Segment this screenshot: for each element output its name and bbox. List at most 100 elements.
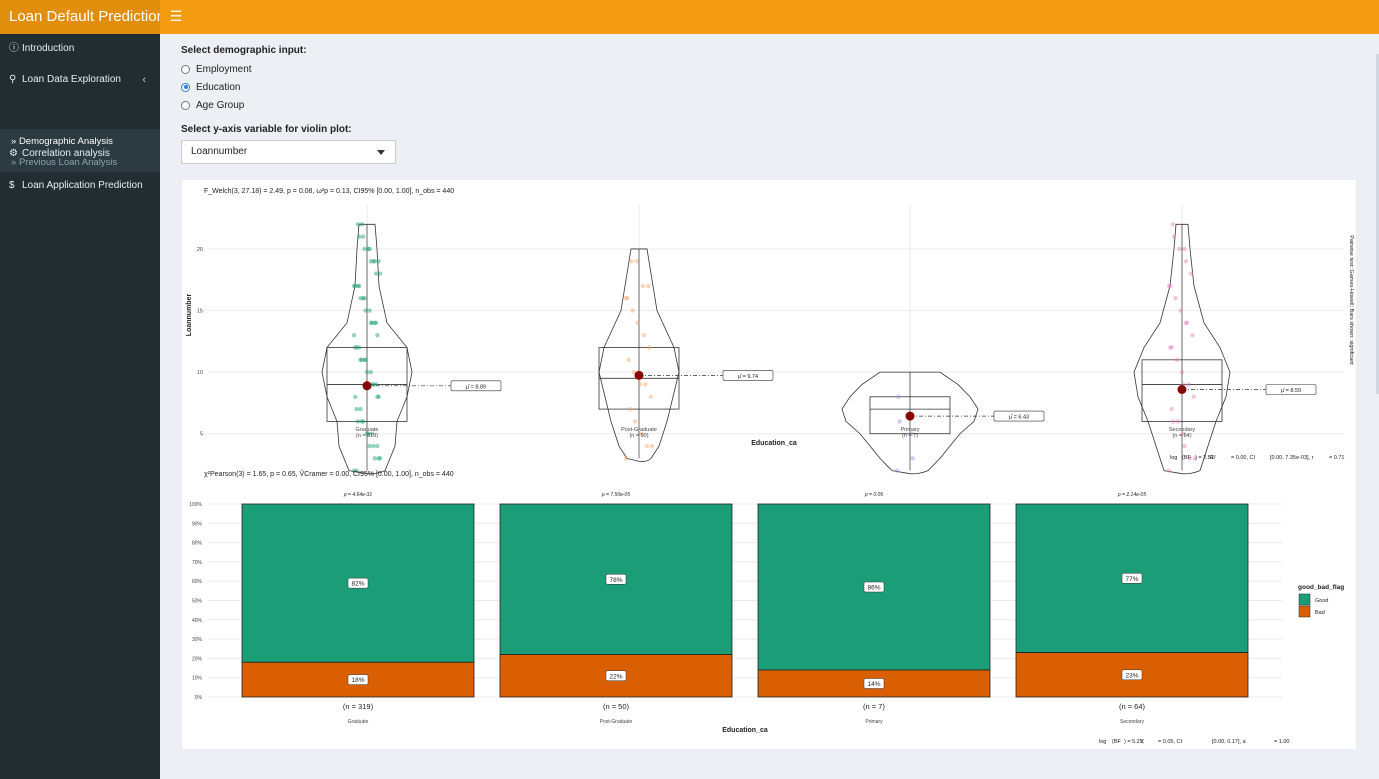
data-point	[649, 443, 655, 449]
bar-label-bad: 14%	[867, 681, 880, 688]
bar-label-box	[863, 581, 885, 593]
main-content: Select demographic input: Employment Edu…	[160, 34, 1379, 779]
radio-employment[interactable]: Employment	[181, 61, 252, 77]
data-point	[377, 271, 383, 276]
data-point	[623, 456, 629, 461]
violin-shape	[321, 223, 413, 475]
data-point	[625, 296, 630, 301]
data-point	[366, 246, 371, 252]
search-icon: ⚲	[9, 74, 17, 85]
data-point	[354, 468, 359, 473]
mean-label: μ̂ = 6.43	[1009, 415, 1029, 421]
violin-caption: = 0.00, CI	[1231, 455, 1255, 461]
data-point	[648, 394, 653, 399]
bar-p-label: p = 0.06	[864, 492, 883, 498]
data-point	[351, 468, 357, 473]
legend-label: Good	[1315, 598, 1328, 604]
sidebar-item-label: Loan Application Prediction	[22, 180, 143, 191]
data-point	[894, 468, 900, 473]
select-value: Loannumber	[191, 146, 248, 157]
x-axis-label: Education_ca	[751, 440, 797, 447]
radio-education[interactable]: Education	[181, 79, 240, 95]
y-tick-label: 60%	[192, 579, 203, 585]
violin-caption: ) = 2.51,	[1195, 455, 1216, 461]
box-iqr	[869, 396, 951, 435]
radio-button[interactable]	[181, 100, 190, 110]
x-tick-label: Graduate	[348, 719, 369, 725]
data-point	[376, 456, 381, 461]
data-point	[354, 345, 359, 350]
data-point	[375, 443, 380, 449]
data-point	[355, 283, 361, 289]
data-point	[353, 283, 358, 289]
data-point	[1169, 345, 1174, 350]
data-point	[362, 296, 367, 301]
data-point	[355, 222, 361, 227]
data-point	[370, 431, 375, 436]
bar-label-box	[347, 674, 369, 685]
bar-label-box	[1121, 573, 1143, 584]
data-point	[363, 357, 368, 363]
x-tick-label: Post-Graduate	[621, 427, 657, 433]
data-point	[909, 431, 914, 436]
sidebar-item-label: Introduction	[22, 43, 75, 54]
sidebar-item-introduction[interactable]: ⓘ Introduction	[0, 35, 160, 63]
y-tick-label: 0%	[195, 695, 203, 701]
violin-shape	[598, 248, 680, 462]
bar-caption: (BF	[1112, 739, 1122, 745]
data-point	[1178, 308, 1183, 313]
data-point	[377, 456, 383, 461]
radio-age-group[interactable]: Age Group	[181, 97, 244, 113]
data-point	[376, 394, 381, 399]
yaxis-variable-select[interactable]: Loannumber	[181, 140, 396, 164]
violin-caption: log	[1170, 455, 1177, 461]
sidebar-item-correlation-analysis[interactable]: ⚙ Correlation analysis	[0, 140, 160, 168]
bar-caption: ) = 5.23,	[1124, 739, 1145, 745]
data-point	[1169, 406, 1174, 412]
sidebar-item-label: Correlation analysis	[22, 148, 110, 159]
y-axis-label: Loannumber	[186, 294, 193, 337]
data-point	[623, 296, 629, 301]
bar-caption: [0.00, 0.17], a	[1212, 739, 1247, 745]
sidebar-item-demographic-analysis[interactable]: » Demographic Analysis	[0, 131, 160, 152]
data-point	[368, 320, 374, 326]
data-point	[1183, 320, 1189, 326]
data-point	[1181, 431, 1186, 436]
bar-n-label: (n = 50)	[603, 702, 630, 711]
y-tick-label: 50%	[192, 599, 203, 605]
y-tick-label: 40%	[192, 618, 203, 624]
box-iqr	[1141, 359, 1223, 422]
data-point	[1166, 283, 1172, 289]
plots-svg: F_Welch(3, 27.18) = 2.49, p = 0.08, ω²p …	[186, 188, 1354, 745]
data-point	[358, 357, 363, 363]
sidebar-item-loan-application-prediction[interactable]: $ Loan Application Prediction	[0, 172, 160, 200]
data-point	[358, 296, 363, 301]
radio-button[interactable]	[181, 64, 190, 74]
scrollbar[interactable]	[1376, 54, 1379, 394]
bar-label-box	[347, 577, 369, 589]
data-point	[1177, 246, 1182, 252]
dollar-icon: $	[9, 180, 15, 191]
violin-shape	[841, 371, 979, 475]
data-point	[375, 394, 380, 399]
sidebar-item-loan-data-exploration[interactable]: ⚲ Loan Data Exploration ‹	[0, 66, 160, 94]
x-tick-n: (n = 50)	[629, 433, 648, 439]
chevron-left-icon: ‹	[142, 74, 146, 86]
submenu: » Demographic Analysis » Previous Loan A…	[0, 129, 160, 172]
data-point	[645, 283, 651, 289]
bar-label-good: 86%	[867, 584, 880, 591]
x-tick-label: Primary	[901, 427, 920, 433]
data-point	[372, 320, 377, 326]
data-point	[358, 406, 363, 412]
data-point	[1166, 468, 1172, 473]
data-point	[626, 357, 631, 363]
data-point	[362, 246, 367, 252]
hamburger-icon[interactable]: ☰	[169, 8, 183, 24]
data-point	[357, 234, 362, 239]
y-tick-label: 15	[197, 309, 203, 315]
radio-button[interactable]	[181, 82, 190, 92]
sidebar-item-previous-loan-analysis[interactable]: » Previous Loan Analysis	[0, 152, 160, 173]
data-point	[357, 283, 362, 289]
data-point	[351, 332, 357, 338]
data-point	[360, 419, 366, 424]
